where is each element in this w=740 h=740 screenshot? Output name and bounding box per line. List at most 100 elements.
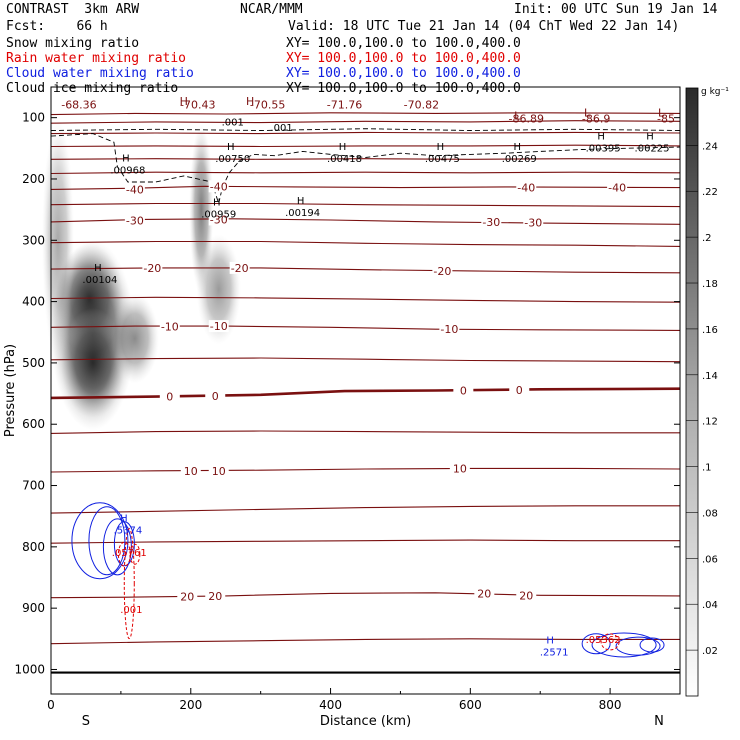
- legend-snow-label: Snow mixing ratio: [6, 36, 140, 51]
- colorbar-tick-label: .1: [702, 463, 712, 474]
- temperature-contour: [50, 505, 680, 514]
- contour-label-bg: [523, 216, 544, 229]
- rain-contour: [123, 528, 135, 640]
- colorbar-unit: g kg⁻¹: [701, 87, 729, 97]
- temperature-extremum-label: -68.36: [61, 98, 96, 111]
- cloud-ice-label: .001: [222, 118, 244, 129]
- contour-label-bg: [142, 261, 163, 274]
- temperature-contour: [50, 158, 681, 160]
- contour-label-bg: [124, 183, 145, 196]
- temperature-contour: [50, 467, 681, 473]
- snow-max-marker: H: [646, 131, 654, 142]
- temperature-extremum-label: L: [658, 106, 665, 119]
- cloud-water-contour: [113, 521, 135, 567]
- y-tick-label: 400: [22, 295, 45, 309]
- y-tick-label: 200: [22, 172, 45, 186]
- temperature-contour-label: -40: [126, 183, 144, 196]
- snow-max-marker: H: [513, 142, 521, 153]
- x-tick-label: 0: [47, 698, 55, 712]
- temperature-contour: [50, 202, 681, 208]
- cloud-ice-label: .001: [271, 123, 293, 134]
- x-end-label-south: S: [82, 714, 90, 729]
- contour-label-bg: [208, 180, 229, 193]
- plot-frame: [50, 86, 681, 695]
- legend-rain-xy: XY= 100.0,100.0 to 100.0,400.0: [286, 51, 521, 66]
- temperature-contour-label: -30: [210, 213, 228, 226]
- x-tick-label: 800: [599, 698, 622, 712]
- snow-max-marker: H: [94, 263, 102, 274]
- contour-label-bg: [509, 383, 530, 396]
- cloud-water-contour: [581, 633, 611, 655]
- y-tick-label: 800: [22, 540, 45, 554]
- temperature-contour: [50, 131, 681, 135]
- temperature-contour-label: 0: [166, 391, 173, 404]
- cloud-ice-contour: [50, 128, 681, 131]
- colorbar: [685, 87, 699, 697]
- contour-label-bg: [208, 320, 229, 333]
- cloud-water-contour: [88, 506, 126, 576]
- snow-max-marker: H: [227, 142, 235, 153]
- contour-label-bg: [159, 320, 180, 333]
- temperature-contour: [50, 357, 681, 363]
- snow-shading-cell: [50, 240, 135, 431]
- temperature-contour: [50, 592, 681, 599]
- snow-max-label: .00475: [425, 154, 460, 165]
- temperature-contour-label: -30: [482, 216, 500, 229]
- rain-contour: [129, 543, 141, 565]
- colorbar-tick-label: .2: [702, 233, 712, 244]
- temperature-extremum-label: -70.43: [180, 98, 215, 111]
- snow-max-label: .00418: [327, 154, 362, 165]
- temperature-contour: [50, 112, 681, 116]
- temperature-contour: [50, 638, 680, 645]
- temperature-contour: [50, 171, 681, 175]
- contour-label-bg: [516, 181, 537, 194]
- temperature-contour-label: 10: [184, 465, 198, 478]
- temperature-contour-label: -20: [143, 262, 161, 275]
- snow-max-marker: H: [213, 198, 221, 209]
- colorbar-tick-label: .22: [702, 187, 718, 198]
- forecast-hour: Fcst: 66 h: [6, 19, 108, 34]
- snow-max-label: .00959: [201, 210, 236, 221]
- temperature-contour-label: 0: [516, 384, 523, 397]
- y-tick-label: 300: [22, 233, 45, 247]
- x-tick-label: 200: [179, 698, 202, 712]
- x-tick-label: 400: [319, 698, 342, 712]
- temperature-contour-label: -20: [433, 265, 451, 278]
- temperature-extremum-label: H: [246, 95, 254, 108]
- contour-label-bg: [481, 215, 502, 228]
- temperature-extremum-label: -86.89: [509, 113, 544, 126]
- snow-max-marker: H: [339, 142, 347, 153]
- model-title: CONTRAST 3km ARW: [6, 2, 140, 17]
- snow-max-marker: H: [437, 142, 445, 153]
- temperature-contour: [50, 185, 681, 190]
- colorbar-tick-label: .06: [702, 554, 718, 565]
- cloud-water-max-label: .2571: [540, 647, 569, 658]
- legend-cloud-ice-label: Cloud ice mixing ratio: [6, 81, 179, 96]
- snow-max-label: .00750: [215, 154, 250, 165]
- legend-cloud-water-xy: XY= 100.0,100.0 to 100.0,400.0: [286, 66, 521, 81]
- contour-label-bg: [208, 464, 229, 477]
- cloud-water-contour: [102, 518, 132, 576]
- temperature-contour: [50, 144, 681, 148]
- snow-max-label: .00395: [586, 143, 621, 154]
- rain-max-label: .05761: [112, 548, 147, 559]
- temperature-contour-label: 10: [453, 462, 467, 475]
- temperature-contour: [50, 539, 680, 544]
- y-tick-label: 600: [22, 417, 45, 431]
- temperature-contour-label: -20: [231, 262, 249, 275]
- contour-label-bg: [474, 587, 495, 600]
- contour-label-bg: [432, 264, 453, 277]
- y-tick-label: 1000: [14, 662, 45, 676]
- contour-label-bg: [205, 589, 226, 602]
- cloud-water-contour: [71, 502, 129, 580]
- snow-max-label: .00968: [110, 165, 145, 176]
- snow-max-marker: H: [122, 153, 130, 164]
- temperature-extremum-label: H: [180, 95, 188, 108]
- contour-label-bg: [449, 462, 470, 475]
- temperature-contour-label: 20: [519, 589, 533, 602]
- snow-max-label: .00104: [82, 275, 117, 286]
- temperature-contour-label: -30: [524, 217, 542, 230]
- contour-label-bg: [208, 213, 229, 226]
- temperature-contour: [50, 387, 681, 400]
